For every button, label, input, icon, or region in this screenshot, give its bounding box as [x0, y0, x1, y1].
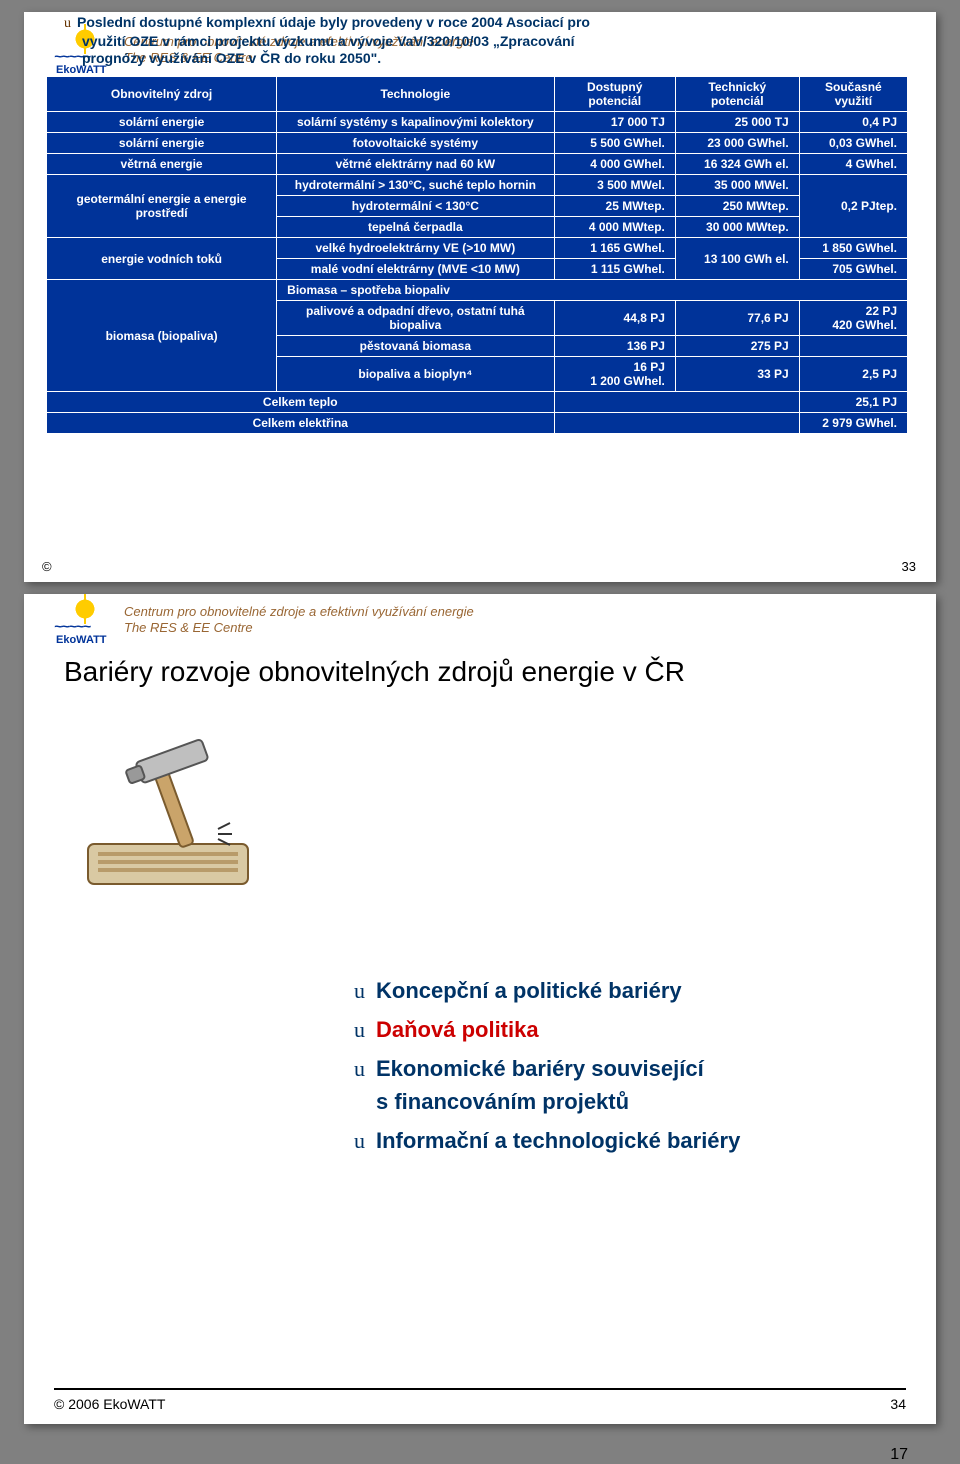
hdr-source: Obnovitelný zdroj — [47, 77, 277, 112]
src-solar2: solární energie — [47, 133, 277, 154]
v: 250 MWtep. — [675, 196, 799, 217]
v: 25 MWtep. — [554, 196, 675, 217]
bullet-icon: u — [354, 1124, 376, 1157]
src-wind: větrná energie — [47, 154, 277, 175]
v: 275 PJ — [675, 336, 799, 357]
v: 23 000 GWhel. — [675, 133, 799, 154]
v: 1 850 GWhel. — [799, 238, 907, 259]
v: 1 165 GWhel. — [554, 238, 675, 259]
hdr-technical: Technický potenciál — [675, 77, 799, 112]
tech-hydro1: velké hydroelektrárny VE (>10 MW) — [277, 238, 554, 259]
tech-geo2: hydrotermální < 130°C — [277, 196, 554, 217]
note-l2: využití OZE v rámci projektu výzkumu a v… — [82, 33, 575, 49]
ekowatt-logo-2: ~~~~~ EkoWATT — [54, 600, 116, 640]
bullet-icon: u — [354, 1052, 376, 1085]
src-hydro: energie vodních toků — [47, 238, 277, 280]
hammer-icon — [68, 734, 268, 894]
header-band-2: ~~~~~ EkoWATT Centrum pro obnovitelné zd… — [54, 600, 906, 640]
barrier-list: u Koncepční a politické bariéry u Daňová… — [354, 974, 740, 1163]
hdr-current: Současné využití — [799, 77, 907, 112]
barrier-2: Daňová politika — [376, 1013, 539, 1046]
v: 4 000 MWtep. — [554, 217, 675, 238]
barrier-1: Koncepční a politické bariéry — [376, 974, 682, 1007]
copyright-1: © — [42, 559, 52, 574]
tech-wind: větrné elektrárny nad 60 kW — [277, 154, 554, 175]
v: 4 000 GWhel. — [554, 154, 675, 175]
hdr-tech: Technologie — [277, 77, 554, 112]
bullet-icon: u — [354, 1013, 376, 1046]
v: 3 500 MWel. — [554, 175, 675, 196]
v: 1 115 GWhel. — [554, 259, 675, 280]
note-l1: Poslední dostupné komplexní údaje byly p… — [77, 14, 590, 30]
tech-bio3: biopaliva a bioplyn⁴ — [277, 357, 554, 392]
copyright-2: © 2006 EkoWATT — [54, 1396, 165, 1412]
barrier-4: Informační a technologické bariéry — [376, 1124, 740, 1157]
tech-solar2: fotovoltaické systémy — [277, 133, 554, 154]
total-heat-val: 25,1 PJ — [799, 392, 907, 413]
page-number-1: 33 — [902, 559, 916, 574]
barrier-3: Ekonomické bariéry související s financo… — [376, 1052, 704, 1118]
src-bio: biomasa (biopaliva) — [47, 280, 277, 392]
v: 77,6 PJ — [675, 301, 799, 336]
v: 35 000 MWel. — [675, 175, 799, 196]
v: 5 500 GWhel. — [554, 133, 675, 154]
hdr-avail: Dostupný potenciál — [554, 77, 675, 112]
src-geo: geotermální energie a energie prostředí — [47, 175, 277, 238]
header-line2-2: The RES & EE Centre — [124, 620, 474, 636]
logo-text-2: EkoWATT — [56, 634, 107, 646]
tech-bio1: palivové a odpadní dřevo, ostatní tuhá b… — [277, 301, 554, 336]
v: 25 000 TJ — [675, 112, 799, 133]
src-solar1: solární energie — [47, 112, 277, 133]
v: 4 GWhel. — [799, 154, 907, 175]
potential-table-wrap: Obnovitelný zdroj Technologie Dostupný p… — [46, 76, 908, 434]
v-geo-c3: 0,2 PJtep. — [799, 175, 907, 238]
total-heat-label: Celkem teplo — [47, 392, 555, 413]
tech-bio2: pěstovaná biomasa — [277, 336, 554, 357]
top-note: u Poslední dostupné komplexní údaje byly … — [64, 14, 906, 68]
footer-divider — [54, 1388, 906, 1390]
slide2-title: Bariéry rozvoje obnovitelných zdrojů ene… — [64, 656, 685, 688]
tech-solar1: solární systémy s kapalinovými kolektory — [277, 112, 554, 133]
v: 22 PJ 420 GWhel. — [799, 301, 907, 336]
total-elec-val: 2 979 GWhel. — [799, 413, 907, 434]
v: 0,03 GWhel. — [799, 133, 907, 154]
v: 2,5 PJ — [799, 357, 907, 392]
v: 33 PJ — [675, 357, 799, 392]
v: 705 GWhel. — [799, 259, 907, 280]
bullet-icon: u — [354, 974, 376, 1007]
v: 44,8 PJ — [554, 301, 675, 336]
doc-page-number: 17 — [890, 1446, 908, 1464]
total-elec-label: Celkem elektřina — [47, 413, 555, 434]
note-l3: prognózy využívání OZE v ČR do roku 2050… — [82, 50, 381, 66]
v: 16 PJ 1 200 GWhel. — [554, 357, 675, 392]
v — [799, 336, 907, 357]
page-number-2: 34 — [890, 1396, 906, 1412]
section-biomass: Biomasa – spotřeba biopaliv — [277, 280, 908, 301]
tech-geo3: tepelná čerpadla — [277, 217, 554, 238]
v: 0,4 PJ — [799, 112, 907, 133]
slide-2: ~~~~~ EkoWATT Centrum pro obnovitelné zd… — [24, 594, 936, 1424]
header-line1-2: Centrum pro obnovitelné zdroje a efektiv… — [124, 604, 474, 620]
tech-geo1: hydrotermální > 130°C, suché teplo horni… — [277, 175, 554, 196]
v: 17 000 TJ — [554, 112, 675, 133]
v: 16 324 GWh el. — [675, 154, 799, 175]
bullet-icon: u — [64, 16, 71, 31]
slide-1: u Poslední dostupné komplexní údaje byly … — [24, 12, 936, 582]
tech-hydro2: malé vodní elektrárny (MVE <10 MW) — [277, 259, 554, 280]
potential-table: Obnovitelný zdroj Technologie Dostupný p… — [46, 76, 908, 434]
v: 30 000 MWtep. — [675, 217, 799, 238]
v: 136 PJ — [554, 336, 675, 357]
header-lines-2: Centrum pro obnovitelné zdroje a efektiv… — [124, 604, 474, 637]
v-hydro-c2: 13 100 GWh el. — [675, 238, 799, 280]
